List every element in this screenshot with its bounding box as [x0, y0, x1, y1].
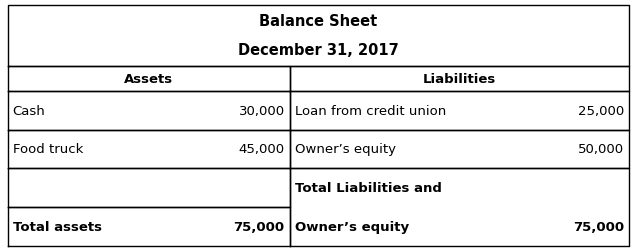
Text: Total assets: Total assets [13, 220, 102, 233]
Text: Assets: Assets [124, 72, 173, 85]
Text: Liabilities: Liabilities [423, 72, 496, 85]
Text: Food truck: Food truck [13, 143, 83, 156]
Text: 75,000: 75,000 [573, 220, 624, 233]
Text: Balance Sheet: Balance Sheet [259, 14, 378, 29]
Text: Loan from credit union: Loan from credit union [295, 104, 446, 117]
Text: Owner’s equity: Owner’s equity [295, 143, 396, 156]
Text: Cash: Cash [13, 104, 45, 117]
Text: Owner’s equity: Owner’s equity [295, 220, 409, 233]
Text: December 31, 2017: December 31, 2017 [238, 43, 399, 58]
Text: 50,000: 50,000 [578, 143, 624, 156]
Text: 25,000: 25,000 [578, 104, 624, 117]
Text: 75,000: 75,000 [234, 220, 285, 233]
Text: Total Liabilities and: Total Liabilities and [295, 182, 442, 194]
Text: 30,000: 30,000 [239, 104, 285, 117]
Text: 45,000: 45,000 [239, 143, 285, 156]
